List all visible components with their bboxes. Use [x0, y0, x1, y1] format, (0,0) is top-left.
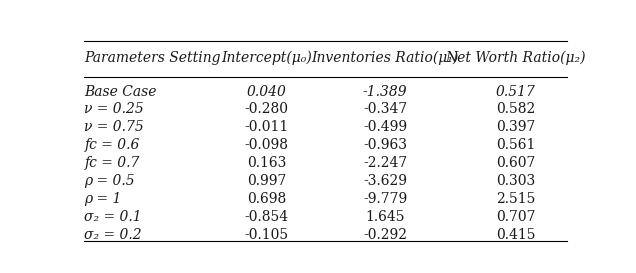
Text: -0.499: -0.499: [363, 120, 407, 134]
Text: 0.607: 0.607: [496, 156, 536, 170]
Text: Base Case: Base Case: [85, 85, 157, 99]
Text: 0.303: 0.303: [496, 174, 536, 188]
Text: -2.247: -2.247: [363, 156, 407, 170]
Text: 1.645: 1.645: [365, 210, 405, 224]
Text: σ₂ = 0.2: σ₂ = 0.2: [85, 228, 142, 242]
Text: -0.098: -0.098: [245, 138, 289, 152]
Text: Inventories Ratio(μ₁): Inventories Ratio(μ₁): [312, 51, 459, 65]
Text: Parameters Setting: Parameters Setting: [85, 51, 221, 65]
Text: -0.347: -0.347: [363, 102, 407, 117]
Text: fc = 0.7: fc = 0.7: [85, 156, 140, 170]
Text: 0.163: 0.163: [247, 156, 286, 170]
Text: -0.963: -0.963: [363, 138, 407, 152]
Text: ρ = 1: ρ = 1: [85, 192, 122, 206]
Text: -0.854: -0.854: [245, 210, 289, 224]
Text: 0.040: 0.040: [247, 85, 287, 99]
Text: ρ = 0.5: ρ = 0.5: [85, 174, 135, 188]
Text: -0.011: -0.011: [245, 120, 289, 134]
Text: 0.397: 0.397: [496, 120, 536, 134]
Text: ν = 0.25: ν = 0.25: [85, 102, 144, 117]
Text: 0.698: 0.698: [247, 192, 286, 206]
Text: 0.707: 0.707: [496, 210, 536, 224]
Text: 2.515: 2.515: [496, 192, 536, 206]
Text: -9.779: -9.779: [363, 192, 407, 206]
Text: -1.389: -1.389: [363, 85, 408, 99]
Text: -0.105: -0.105: [245, 228, 289, 242]
Text: 0.561: 0.561: [496, 138, 536, 152]
Text: Intercept(μ₀): Intercept(μ₀): [221, 51, 312, 65]
Text: Net Worth Ratio(μ₂): Net Worth Ratio(μ₂): [445, 51, 586, 65]
Text: 0.582: 0.582: [496, 102, 536, 117]
Text: fc = 0.6: fc = 0.6: [85, 138, 140, 152]
Text: σ₂ = 0.1: σ₂ = 0.1: [85, 210, 142, 224]
Text: 0.997: 0.997: [247, 174, 286, 188]
Text: ν = 0.75: ν = 0.75: [85, 120, 144, 134]
Text: -3.629: -3.629: [363, 174, 407, 188]
Text: 0.517: 0.517: [496, 85, 536, 99]
Text: -0.280: -0.280: [245, 102, 289, 117]
Text: 0.415: 0.415: [496, 228, 536, 242]
Text: -0.292: -0.292: [363, 228, 407, 242]
